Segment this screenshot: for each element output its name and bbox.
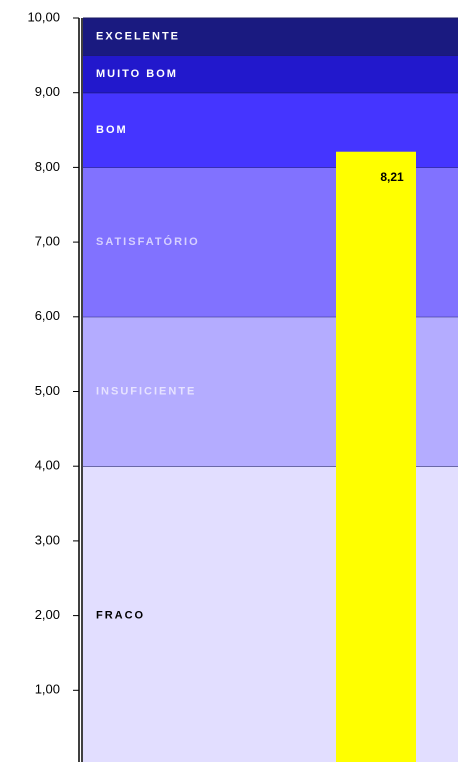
band-label: SATISFATÓRIO <box>96 235 200 248</box>
y-tick-label: 6,00 <box>35 308 60 323</box>
band-label: FRACO <box>96 610 145 622</box>
y-tick-label: 5,00 <box>35 383 60 398</box>
y-tick-label: 9,00 <box>35 84 60 99</box>
y-tick-label: 8,00 <box>35 159 60 174</box>
bar <box>336 151 416 765</box>
value-label: 8,21 <box>380 170 404 184</box>
band-label: EXCELENTE <box>96 31 180 43</box>
y-tick-label: 4,00 <box>35 458 60 473</box>
band-label: MUITO BOM <box>96 68 178 80</box>
y-tick-label: 2,00 <box>35 607 60 622</box>
band-label: BOM <box>96 124 128 136</box>
y-tick-label: 3,00 <box>35 532 60 547</box>
y-tick-label: 10,00 <box>27 9 60 24</box>
band <box>83 55 458 93</box>
band-label: INSUFICIENTE <box>96 385 196 397</box>
band <box>83 18 458 56</box>
y-tick-label: 7,00 <box>35 234 60 249</box>
y-tick-label: 1,00 <box>35 682 60 697</box>
